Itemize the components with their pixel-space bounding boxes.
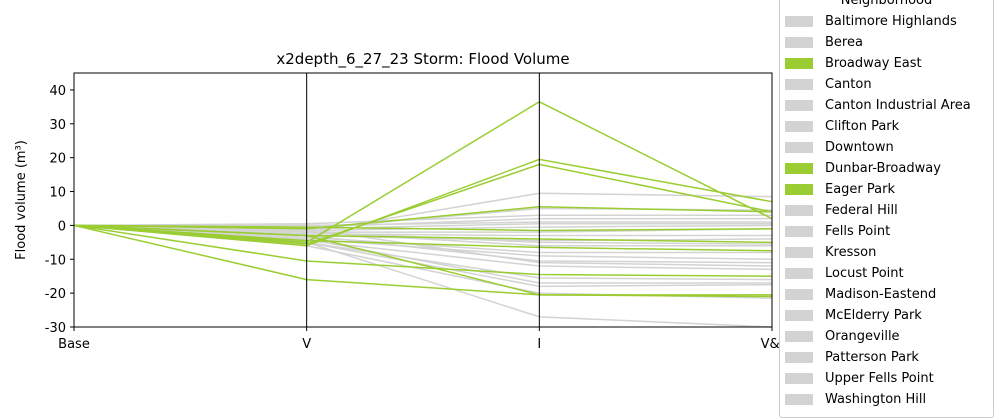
legend-label: Patterson Park [825, 349, 919, 365]
legend-label: Federal Hill [825, 202, 898, 218]
legend-swatch [785, 57, 813, 69]
legend-swatch [785, 309, 813, 321]
legend-title: Neighborhood [840, 0, 933, 8]
x-axis-ticks: Base V I V&I [58, 327, 783, 352]
legend-item: Orangeville [785, 326, 900, 346]
legend-swatch [785, 330, 813, 342]
legend-label: Clifton Park [825, 118, 900, 134]
legend-item: Locust Point [785, 263, 904, 283]
legend-swatch [785, 141, 813, 153]
y-tick-label: -30 [45, 321, 66, 336]
legend-item: Madison-Eastend [785, 284, 936, 304]
legend-item: Federal Hill [785, 200, 898, 220]
legend-swatch [785, 183, 813, 195]
legend-item: Downtown [785, 137, 894, 157]
legend-item: Upper Fells Point [785, 368, 934, 388]
legend-item: Canton [785, 74, 872, 94]
legend-swatch [785, 78, 813, 90]
legend-label: Berea [825, 34, 863, 50]
series-line [73, 163, 773, 245]
series-line [73, 158, 773, 247]
series-line [73, 224, 773, 252]
legend-swatch [785, 204, 813, 216]
y-tick-label: 0 [58, 219, 66, 234]
legend-item: Kresson [785, 242, 876, 262]
legend: Neighborhood Baltimore Highlands Berea Bro… [779, 0, 994, 418]
x-tick-label: V [302, 337, 311, 352]
legend-label: Canton [825, 76, 872, 92]
legend-swatch [785, 267, 813, 279]
y-tick-label: -20 [45, 287, 66, 302]
legend-swatch [785, 162, 813, 174]
y-tick-label: 40 [49, 84, 66, 99]
legend-label: Downtown [825, 139, 894, 155]
series-line [73, 100, 773, 244]
legend-item: Dunbar-Broadway [785, 158, 941, 178]
series-line [73, 224, 773, 277]
legend-swatch [785, 225, 813, 237]
legend-item: McElderry Park [785, 305, 922, 325]
y-tick-label: -10 [45, 253, 66, 268]
legend-label: Fells Point [825, 223, 891, 239]
legend-item: Canton Industrial Area [785, 95, 971, 115]
legend-swatch [785, 246, 813, 258]
legend-item: Patterson Park [785, 347, 919, 367]
series-line [73, 214, 772, 227]
series-line [73, 224, 773, 298]
y-axis-label: Flood volume (m³) [14, 140, 29, 260]
chart-title: x2depth_6_27_23 Storm: Flood Volume [276, 50, 569, 69]
series-line [74, 221, 772, 227]
legend-swatch [785, 372, 813, 384]
legend-item: Washington Hill [785, 389, 926, 409]
legend-label: Upper Fells Point [825, 370, 934, 386]
legend-label: Broadway East [825, 55, 922, 71]
legend-label: McElderry Park [825, 307, 922, 323]
legend-swatch [785, 288, 813, 300]
legend-swatch [785, 393, 813, 405]
legend-swatch [785, 120, 813, 132]
legend-item: Baltimore Highlands [785, 11, 957, 31]
series-line [73, 224, 772, 237]
series-line [73, 224, 772, 296]
x-tick-label: Base [58, 337, 90, 352]
legend-label: Dunbar-Broadway [825, 160, 941, 176]
legend-item: Fells Point [785, 221, 890, 241]
legend-label: Baltimore Highlands [825, 13, 957, 29]
legend-swatch [785, 99, 813, 111]
y-tick-label: 10 [49, 186, 66, 201]
legend-label: Kresson [825, 244, 877, 260]
axes [73, 72, 773, 328]
series-line [73, 206, 773, 230]
legend-label: Locust Point [825, 265, 904, 281]
legend-swatch [785, 351, 813, 363]
x-tick-label: I [537, 337, 541, 352]
plot-frame [73, 72, 773, 328]
legend-label: Canton Industrial Area [825, 97, 971, 113]
y-tick-label: 20 [49, 152, 66, 167]
legend-swatch [785, 15, 813, 27]
legend-label: Orangeville [825, 328, 900, 344]
legend-label: Eager Park [825, 181, 896, 197]
y-tick-label: 30 [49, 118, 66, 133]
x-tick-label: V&I [761, 337, 784, 352]
series-line [73, 224, 773, 232]
legend-item: Eager Park [785, 179, 895, 199]
series-line [73, 224, 772, 284]
legend-label: Madison-Eastend [825, 286, 937, 302]
series-lines [73, 100, 773, 328]
legend-item: Berea [785, 32, 863, 52]
parallel-coordinates-chart: -30 -20 -10 0 10 20 30 40 Base V I V&I x2depth_6_2… [14, 50, 783, 352]
legend-item: Clifton Park [785, 116, 899, 136]
y-axis-ticks: -30 -20 -10 0 10 20 30 40 [45, 84, 74, 336]
legend-item: Broadway East [785, 53, 922, 73]
series-line [73, 224, 772, 254]
legend-label: Washington Hill [825, 391, 927, 407]
legend-swatch [785, 36, 813, 48]
